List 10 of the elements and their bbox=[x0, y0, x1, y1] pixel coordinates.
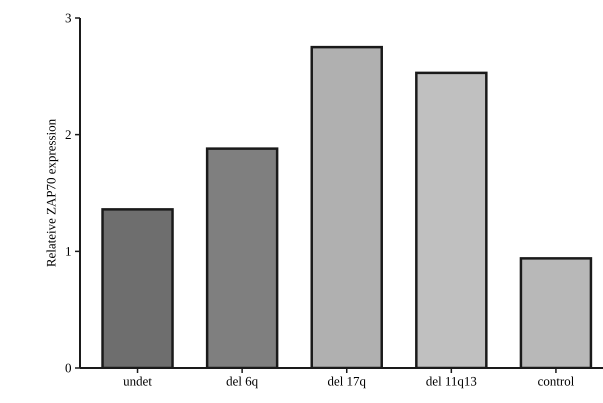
y-tick-label: 2 bbox=[66, 130, 71, 139]
y-tick-label: 0 bbox=[66, 364, 72, 372]
x-tick-label: control bbox=[538, 376, 574, 386]
y-tick-label: 1 bbox=[66, 247, 71, 256]
x-tick-label: del 17q bbox=[328, 376, 366, 388]
y-axis-title: Relateive ZAP70 expression bbox=[46, 119, 58, 267]
y-tick-label: 3 bbox=[66, 14, 71, 22]
x-tick-label: del 11q13 bbox=[426, 376, 476, 388]
x-tick-label: undet bbox=[123, 376, 152, 386]
x-tick-label: del 6q bbox=[226, 376, 258, 388]
